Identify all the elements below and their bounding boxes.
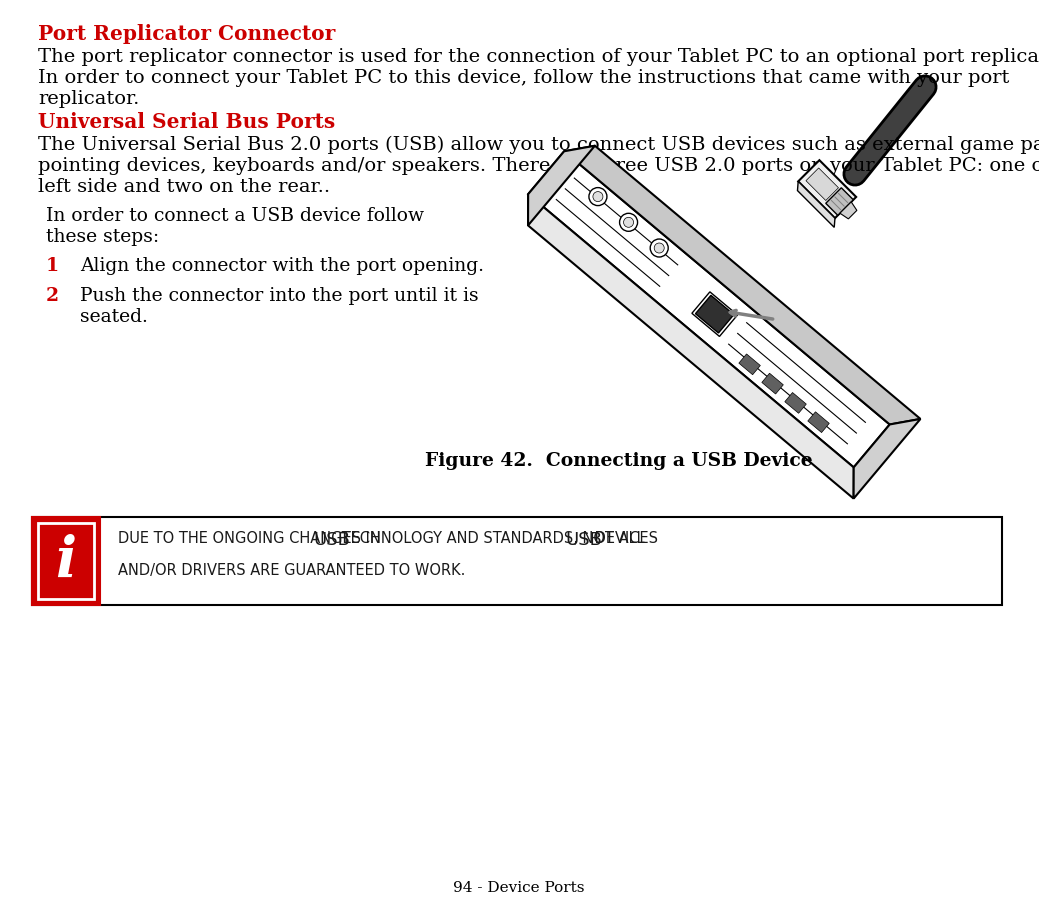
Text: Universal Serial Bus Ports: Universal Serial Bus Ports [38,112,336,132]
Polygon shape [528,146,595,226]
Text: Figure 42.  Connecting a USB Device: Figure 42. Connecting a USB Device [425,452,812,470]
Polygon shape [826,188,853,215]
Text: replicator.: replicator. [38,90,139,108]
Text: these steps:: these steps: [46,228,159,246]
Circle shape [623,217,634,227]
Text: The Universal Serial Bus 2.0 ports (USB) allow you to connect USB devices such a: The Universal Serial Bus 2.0 ports (USB)… [38,136,1039,154]
Text: TECHNOLOGY AND STANDARDS, NOT ALL: TECHNOLOGY AND STANDARDS, NOT ALL [338,531,649,546]
Polygon shape [762,373,783,394]
Polygon shape [807,412,829,433]
Circle shape [589,188,607,205]
Text: DEVICES: DEVICES [589,531,658,546]
Text: 94 - Device Ports: 94 - Device Ports [453,881,585,895]
Text: Push the connector into the port until it is: Push the connector into the port until i… [80,287,479,305]
Text: i: i [55,534,77,589]
Text: The port replicator connector is used for the connection of your Tablet PC to an: The port replicator connector is used fo… [38,48,1039,66]
Text: DUE TO THE ONGOING CHANGES IN: DUE TO THE ONGOING CHANGES IN [118,531,385,546]
Polygon shape [739,354,761,375]
Text: USB: USB [565,531,603,549]
Circle shape [593,192,603,202]
Circle shape [655,243,664,253]
Text: 2: 2 [46,287,59,305]
Circle shape [650,239,668,257]
Text: Align the connector with the port opening.: Align the connector with the port openin… [80,257,484,275]
Polygon shape [528,151,889,468]
Text: Port Replicator Connector: Port Replicator Connector [38,24,336,44]
Polygon shape [798,160,856,218]
Bar [32,517,1002,605]
Polygon shape [806,168,838,201]
Bar [32,517,100,605]
Polygon shape [784,392,806,414]
Text: seated.: seated. [80,308,148,326]
Polygon shape [695,295,734,333]
Bar [38,523,94,599]
Polygon shape [528,194,854,499]
Text: AND/OR DRIVERS ARE GUARANTEED TO WORK.: AND/OR DRIVERS ARE GUARANTEED TO WORK. [118,563,465,578]
Polygon shape [854,419,921,499]
Polygon shape [564,146,921,425]
Text: 1: 1 [46,257,59,275]
Text: In order to connect your Tablet PC to this device, follow the instructions that : In order to connect your Tablet PC to th… [38,69,1009,87]
Text: pointing devices, keyboards and/or speakers. There are three USB 2.0 ports on yo: pointing devices, keyboards and/or speak… [38,157,1039,175]
Polygon shape [798,182,835,227]
Text: USB: USB [314,531,350,549]
Polygon shape [840,202,857,219]
Text: left side and two on the rear..: left side and two on the rear.. [38,178,330,196]
Text: In order to connect a USB device follow: In order to connect a USB device follow [46,207,424,225]
Circle shape [619,214,638,231]
